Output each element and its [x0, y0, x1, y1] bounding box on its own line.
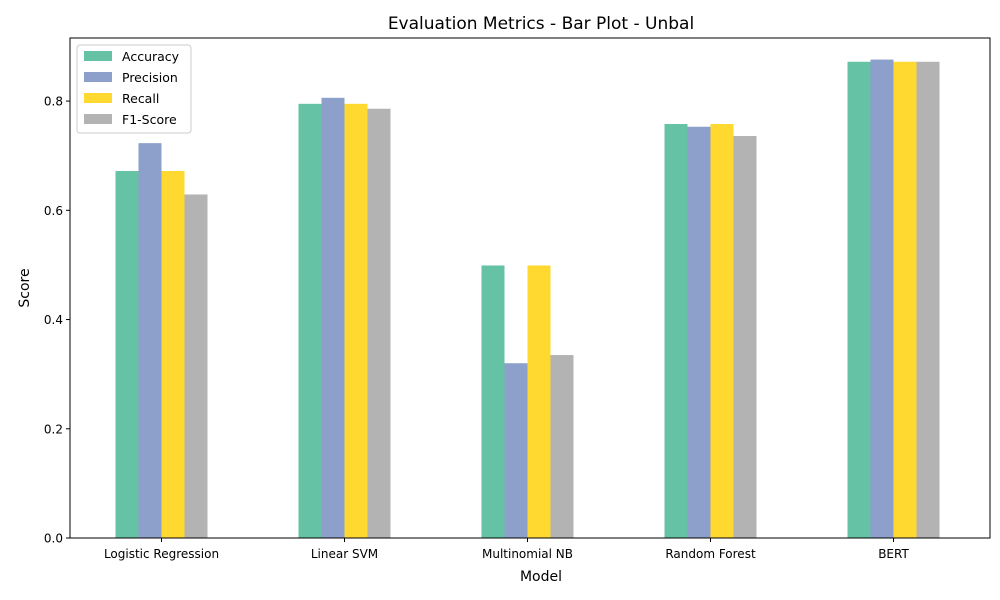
- legend-swatch-accuracy: [84, 51, 112, 61]
- legend: Accuracy Precision Recall F1-Score: [76, 44, 192, 134]
- y-tick-label: 0.6: [44, 204, 63, 218]
- y-tick-label: 0.4: [44, 313, 63, 327]
- legend-swatch-precision: [84, 72, 112, 82]
- y-tick-label: 0.8: [44, 95, 63, 109]
- chart-title: Evaluation Metrics - Bar Plot - Unbal: [388, 14, 694, 34]
- y-tick-label: 0.2: [44, 422, 63, 436]
- x-tick-label: Linear SVM: [311, 547, 378, 561]
- legend-swatch-recall: [84, 93, 112, 103]
- bar-precision-linear-svm: [321, 97, 345, 539]
- bar-accuracy-logistic-regression: [115, 170, 139, 539]
- legend-label-recall: Recall: [122, 91, 159, 106]
- bar-precision-random-forest: [687, 126, 711, 538]
- bar-f1-score-bert: [916, 61, 940, 538]
- x-axis-ticks: Logistic Regression Linear SVM Multinomial…: [104, 538, 909, 561]
- y-axis-label: Score: [17, 268, 33, 307]
- bar-recall-logistic-regression: [161, 170, 185, 539]
- bar-f1-score-logistic-regression: [184, 194, 208, 538]
- bar-precision-multinomial-nb: [504, 363, 528, 538]
- bar-accuracy-bert: [847, 61, 871, 538]
- legend-swatch-f1-score: [84, 114, 112, 124]
- x-tick-label: Random Forest: [665, 547, 756, 561]
- legend-label-precision: Precision: [122, 70, 178, 85]
- bar-precision-bert: [870, 59, 894, 538]
- x-tick-label: Logistic Regression: [104, 547, 219, 561]
- bar-accuracy-multinomial-nb: [481, 265, 505, 538]
- bar-recall-bert: [893, 61, 917, 538]
- bar-recall-multinomial-nb: [527, 265, 551, 538]
- bar-recall-linear-svm: [344, 103, 368, 538]
- bar-f1-score-random-forest: [733, 136, 757, 538]
- plot-frame: [69, 37, 991, 539]
- x-axis-label: Model: [520, 569, 562, 585]
- legend-label-f1-score: F1-Score: [122, 112, 177, 127]
- bars-group: [115, 59, 940, 539]
- bar-accuracy-linear-svm: [298, 103, 322, 538]
- bar-accuracy-random-forest: [664, 124, 688, 539]
- bar-recall-random-forest: [710, 124, 734, 539]
- x-tick-label: Multinomial NB: [482, 547, 573, 561]
- bar-precision-logistic-regression: [138, 143, 162, 538]
- y-tick-label: 0.0: [44, 532, 63, 546]
- bar-f1-score-multinomial-nb: [550, 355, 574, 538]
- bar-f1-score-linear-svm: [367, 108, 391, 538]
- legend-box: [76, 44, 192, 134]
- x-tick-label: BERT: [878, 547, 909, 561]
- legend-label-accuracy: Accuracy: [122, 49, 180, 64]
- y-axis-ticks: 0.0 0.2 0.4 0.6 0.8: [44, 95, 70, 546]
